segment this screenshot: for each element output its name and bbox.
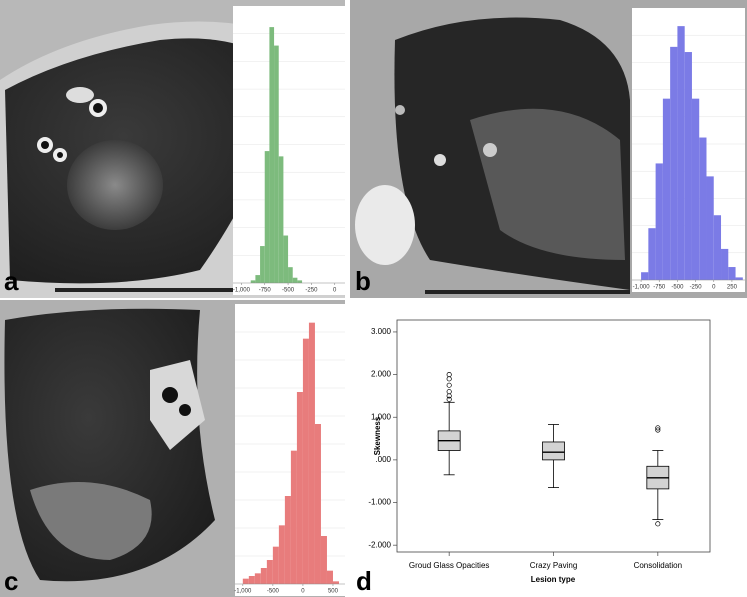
outlier [446,382,452,388]
histogram-bar [288,267,293,283]
x-axis-label: Lesion type [531,575,576,584]
histogram-bar [641,272,649,280]
histogram-bar [684,52,692,281]
panel-letter: a [4,266,19,296]
histogram-bar [699,137,707,280]
histogram-bar [314,424,321,584]
outlier [655,425,661,431]
histogram-bar [670,46,678,280]
outlier [446,389,452,395]
histogram-bar [248,576,255,584]
x-tick-label: -1,000 [234,589,252,595]
histogram-bar [255,275,261,283]
histogram-bar [260,246,265,283]
histogram-bar [283,235,289,283]
histogram-bar [272,546,279,584]
y-tick-label: 1.000 [371,412,392,421]
histogram-bar [320,536,327,584]
histogram-panel [233,6,345,295]
x-tick-label: 0 [301,589,305,595]
histogram-bar [269,27,275,283]
histogram-bar [648,228,656,280]
histogram-bar [735,277,743,280]
histogram-bar [260,568,267,584]
x-tick-label: -250 [305,288,318,294]
histogram-bar [292,277,298,283]
histogram-bar [242,578,249,584]
y-tick-label: 3.000 [371,327,392,336]
x-tick-label: Consolidation [634,561,682,570]
histogram-bar [254,573,261,584]
panel-letter: c [4,566,18,596]
x-tick-label: -500 [671,285,684,291]
ct-image-c [0,300,345,597]
x-tick-label: -750 [259,288,272,294]
histogram-bar [728,267,736,280]
panel-letter: b [355,266,371,296]
x-tick-label: 0 [712,285,716,291]
histogram-bar [266,560,273,584]
y-tick-label: -2.000 [368,540,391,549]
x-tick-label: 250 [727,285,738,291]
outlier [446,396,452,402]
y-axis-label: Skewness [373,416,382,455]
x-tick-label: -750 [653,285,666,291]
outlier [655,427,661,433]
x-tick-label: 0 [333,288,337,294]
x-tick-label: -1,000 [633,285,651,291]
histogram-bar [284,496,291,584]
x-tick-label: 500 [328,589,339,595]
panel-letter: d [356,566,372,596]
histogram-bar [721,248,729,280]
histogram-bar [290,450,297,584]
histogram-bar [278,525,285,584]
x-tick-label: -500 [282,288,295,294]
y-tick-label: -1.000 [368,498,391,507]
histogram-bar [691,98,700,281]
outlier [446,372,452,378]
y-tick-label: 2.000 [371,370,392,379]
histogram-bar [297,280,303,283]
histogram-bar [308,322,315,584]
histogram-bar [326,570,333,584]
histogram-bar [713,215,722,280]
histogram-bar [264,151,270,283]
histogram-bar [296,392,303,584]
x-tick-label: Crazy Paving [530,561,578,570]
histogram-bar [278,156,284,283]
histogram-bar [655,163,663,280]
histogram-bar [706,176,714,280]
x-tick-label: -500 [267,589,280,595]
histogram-bar [302,338,309,584]
histogram-bar [274,45,279,284]
y-tick-label: .000 [375,455,391,464]
histogram-bar [250,280,256,283]
x-tick-label: -250 [690,285,703,291]
histogram-bar [662,98,671,281]
histogram-bar [677,26,685,281]
box [542,441,565,461]
x-tick-label: -1,000 [233,288,251,294]
histogram-bar [332,581,339,584]
x-tick-label: Groud Glass Opacities [409,561,489,570]
outlier [655,521,661,527]
